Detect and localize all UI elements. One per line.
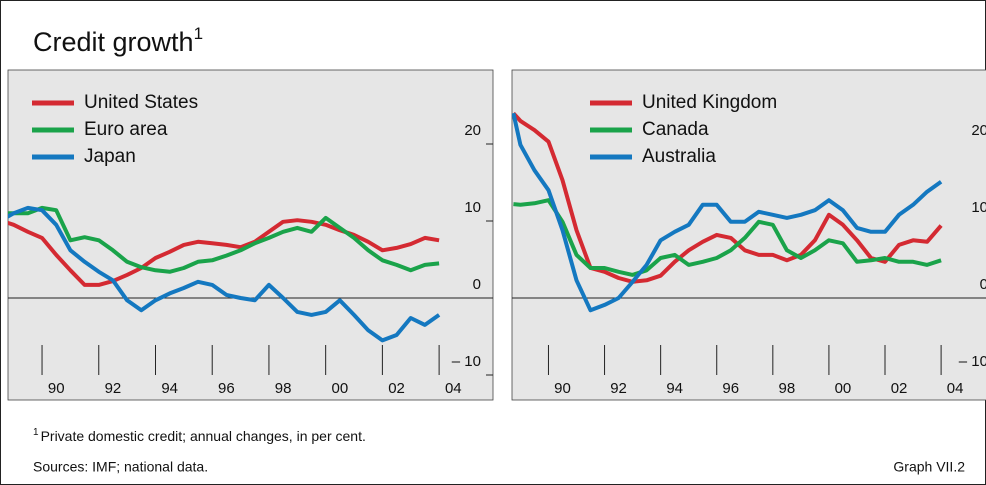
legend-label: Canada [642, 119, 709, 140]
x-tick-label: 02 [388, 380, 405, 397]
x-tick-label: 94 [666, 380, 683, 397]
y-tick-label: 10 [971, 199, 986, 216]
x-tick-label: 96 [722, 380, 739, 397]
legend-label: Japan [84, 146, 136, 167]
y-tick-label: 10 [464, 199, 481, 216]
panel: – 10 0 10 20 90 92 94 96 98 00 02 04 United States Eu… [7, 69, 494, 401]
footnote-marker: 1 [33, 427, 39, 438]
footnote-text: Private domestic credit; annual changes,… [41, 428, 366, 444]
y-tick-label: 20 [464, 122, 481, 139]
series-line [513, 198, 942, 277]
x-tick-label: 04 [947, 380, 964, 397]
y-tick-label: 20 [971, 122, 986, 139]
x-tick-label: 94 [161, 380, 178, 397]
legend-label: Australia [642, 146, 716, 167]
x-tick-label: 00 [835, 380, 852, 397]
x-tick-label: 00 [331, 380, 348, 397]
title-text: Credit growth [33, 27, 194, 57]
y-tick-label: 0 [980, 276, 986, 293]
series-group [8, 205, 441, 343]
x-tick-label: 92 [610, 380, 627, 397]
x-tick-label: 96 [218, 380, 235, 397]
x-tick-label: 92 [105, 380, 122, 397]
series-line [8, 205, 441, 343]
y-tick-label: – 10 [959, 353, 986, 370]
footnote: 1 Private domestic credit; annual changes… [33, 427, 366, 444]
graph-id: Graph VII.2 [893, 459, 965, 475]
title-note: 1 [194, 24, 203, 43]
x-tick-label: 98 [779, 380, 796, 397]
series-line [8, 205, 440, 274]
panel: – 10 0 10 20 90 92 94 96 98 00 02 04 United Kingdom C… [511, 69, 986, 401]
series-line [8, 218, 440, 287]
title: Credit growth1 [33, 24, 203, 57]
x-tick-label: 04 [445, 380, 462, 397]
series-line [512, 111, 943, 284]
x-tick-label: 02 [891, 380, 908, 397]
x-tick-label: 98 [275, 380, 292, 397]
x-tick-label: 90 [554, 380, 571, 397]
sources: Sources: IMF; national data. [33, 459, 208, 475]
legend-label: Euro area [84, 119, 168, 140]
x-tick-label: 90 [48, 380, 65, 397]
legend-label: United States [84, 92, 198, 113]
y-tick-label: 0 [473, 276, 481, 293]
legend-label: United Kingdom [642, 92, 777, 113]
series-line [512, 112, 943, 313]
y-tick-label: – 10 [452, 353, 481, 370]
series-group [512, 111, 943, 313]
panel-background [7, 69, 494, 401]
